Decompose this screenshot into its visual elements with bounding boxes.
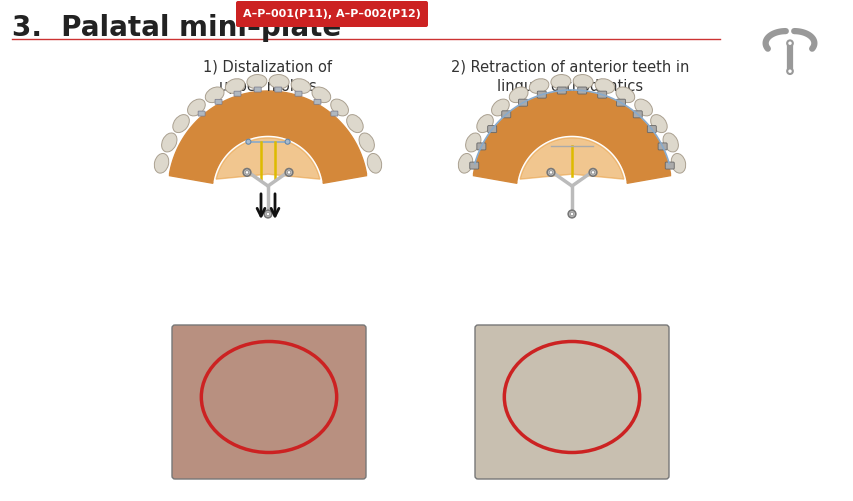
Ellipse shape <box>634 99 652 116</box>
Ellipse shape <box>346 115 363 133</box>
FancyBboxPatch shape <box>537 91 546 98</box>
FancyBboxPatch shape <box>171 325 366 479</box>
FancyBboxPatch shape <box>616 99 624 106</box>
FancyBboxPatch shape <box>476 143 485 150</box>
Ellipse shape <box>650 115 666 133</box>
Ellipse shape <box>311 87 330 103</box>
Polygon shape <box>216 138 320 179</box>
FancyBboxPatch shape <box>254 87 261 92</box>
Ellipse shape <box>529 79 548 93</box>
Ellipse shape <box>458 153 473 173</box>
Text: A–P–001(P11), A–P–002(P12): A–P–001(P11), A–P–002(P12) <box>243 9 421 19</box>
Polygon shape <box>473 91 670 183</box>
Polygon shape <box>519 138 624 179</box>
FancyBboxPatch shape <box>577 87 586 94</box>
Ellipse shape <box>269 75 289 89</box>
Circle shape <box>547 168 554 176</box>
FancyBboxPatch shape <box>234 91 241 96</box>
Ellipse shape <box>572 75 592 89</box>
Polygon shape <box>170 91 366 183</box>
FancyBboxPatch shape <box>215 99 222 104</box>
Ellipse shape <box>491 99 508 116</box>
FancyBboxPatch shape <box>314 99 321 104</box>
Circle shape <box>590 170 595 174</box>
FancyBboxPatch shape <box>664 162 674 169</box>
Ellipse shape <box>595 79 614 93</box>
Circle shape <box>589 168 596 176</box>
Ellipse shape <box>225 79 245 93</box>
FancyBboxPatch shape <box>518 99 527 106</box>
Text: 1) Distalization of
upper molars: 1) Distalization of upper molars <box>203 59 332 94</box>
Circle shape <box>567 210 575 218</box>
Circle shape <box>287 170 291 174</box>
Circle shape <box>786 69 792 74</box>
Ellipse shape <box>172 115 189 133</box>
Ellipse shape <box>662 133 677 152</box>
Circle shape <box>285 139 290 144</box>
Circle shape <box>548 170 552 174</box>
FancyBboxPatch shape <box>557 87 566 94</box>
Circle shape <box>246 139 251 144</box>
Ellipse shape <box>476 115 493 133</box>
Ellipse shape <box>247 75 266 89</box>
Ellipse shape <box>161 133 177 152</box>
Text: 2) Retraction of anterior teeth in
lingual orthodontics: 2) Retraction of anterior teeth in lingu… <box>450 59 688 94</box>
FancyBboxPatch shape <box>275 87 281 92</box>
Ellipse shape <box>358 133 374 152</box>
Ellipse shape <box>205 87 223 103</box>
Ellipse shape <box>550 75 570 89</box>
FancyBboxPatch shape <box>474 325 668 479</box>
FancyBboxPatch shape <box>294 91 302 96</box>
FancyBboxPatch shape <box>647 126 656 133</box>
Ellipse shape <box>330 99 348 116</box>
Circle shape <box>285 168 293 176</box>
Ellipse shape <box>188 99 205 116</box>
Ellipse shape <box>615 87 634 103</box>
Ellipse shape <box>367 153 381 173</box>
Circle shape <box>266 212 270 216</box>
FancyBboxPatch shape <box>469 162 479 169</box>
Circle shape <box>570 212 573 216</box>
FancyBboxPatch shape <box>502 111 510 118</box>
FancyBboxPatch shape <box>597 91 606 98</box>
FancyBboxPatch shape <box>487 126 496 133</box>
Ellipse shape <box>508 87 527 103</box>
Circle shape <box>264 210 271 218</box>
FancyBboxPatch shape <box>330 111 338 116</box>
Text: 3.  Palatal mini–plate: 3. Palatal mini–plate <box>12 14 341 42</box>
Ellipse shape <box>465 133 480 152</box>
Ellipse shape <box>154 153 169 173</box>
FancyBboxPatch shape <box>632 111 641 118</box>
Circle shape <box>245 170 248 174</box>
Ellipse shape <box>291 79 310 93</box>
Circle shape <box>243 168 251 176</box>
Circle shape <box>786 41 792 46</box>
FancyBboxPatch shape <box>658 143 666 150</box>
Ellipse shape <box>670 153 685 173</box>
FancyBboxPatch shape <box>198 111 205 116</box>
FancyBboxPatch shape <box>235 1 427 27</box>
